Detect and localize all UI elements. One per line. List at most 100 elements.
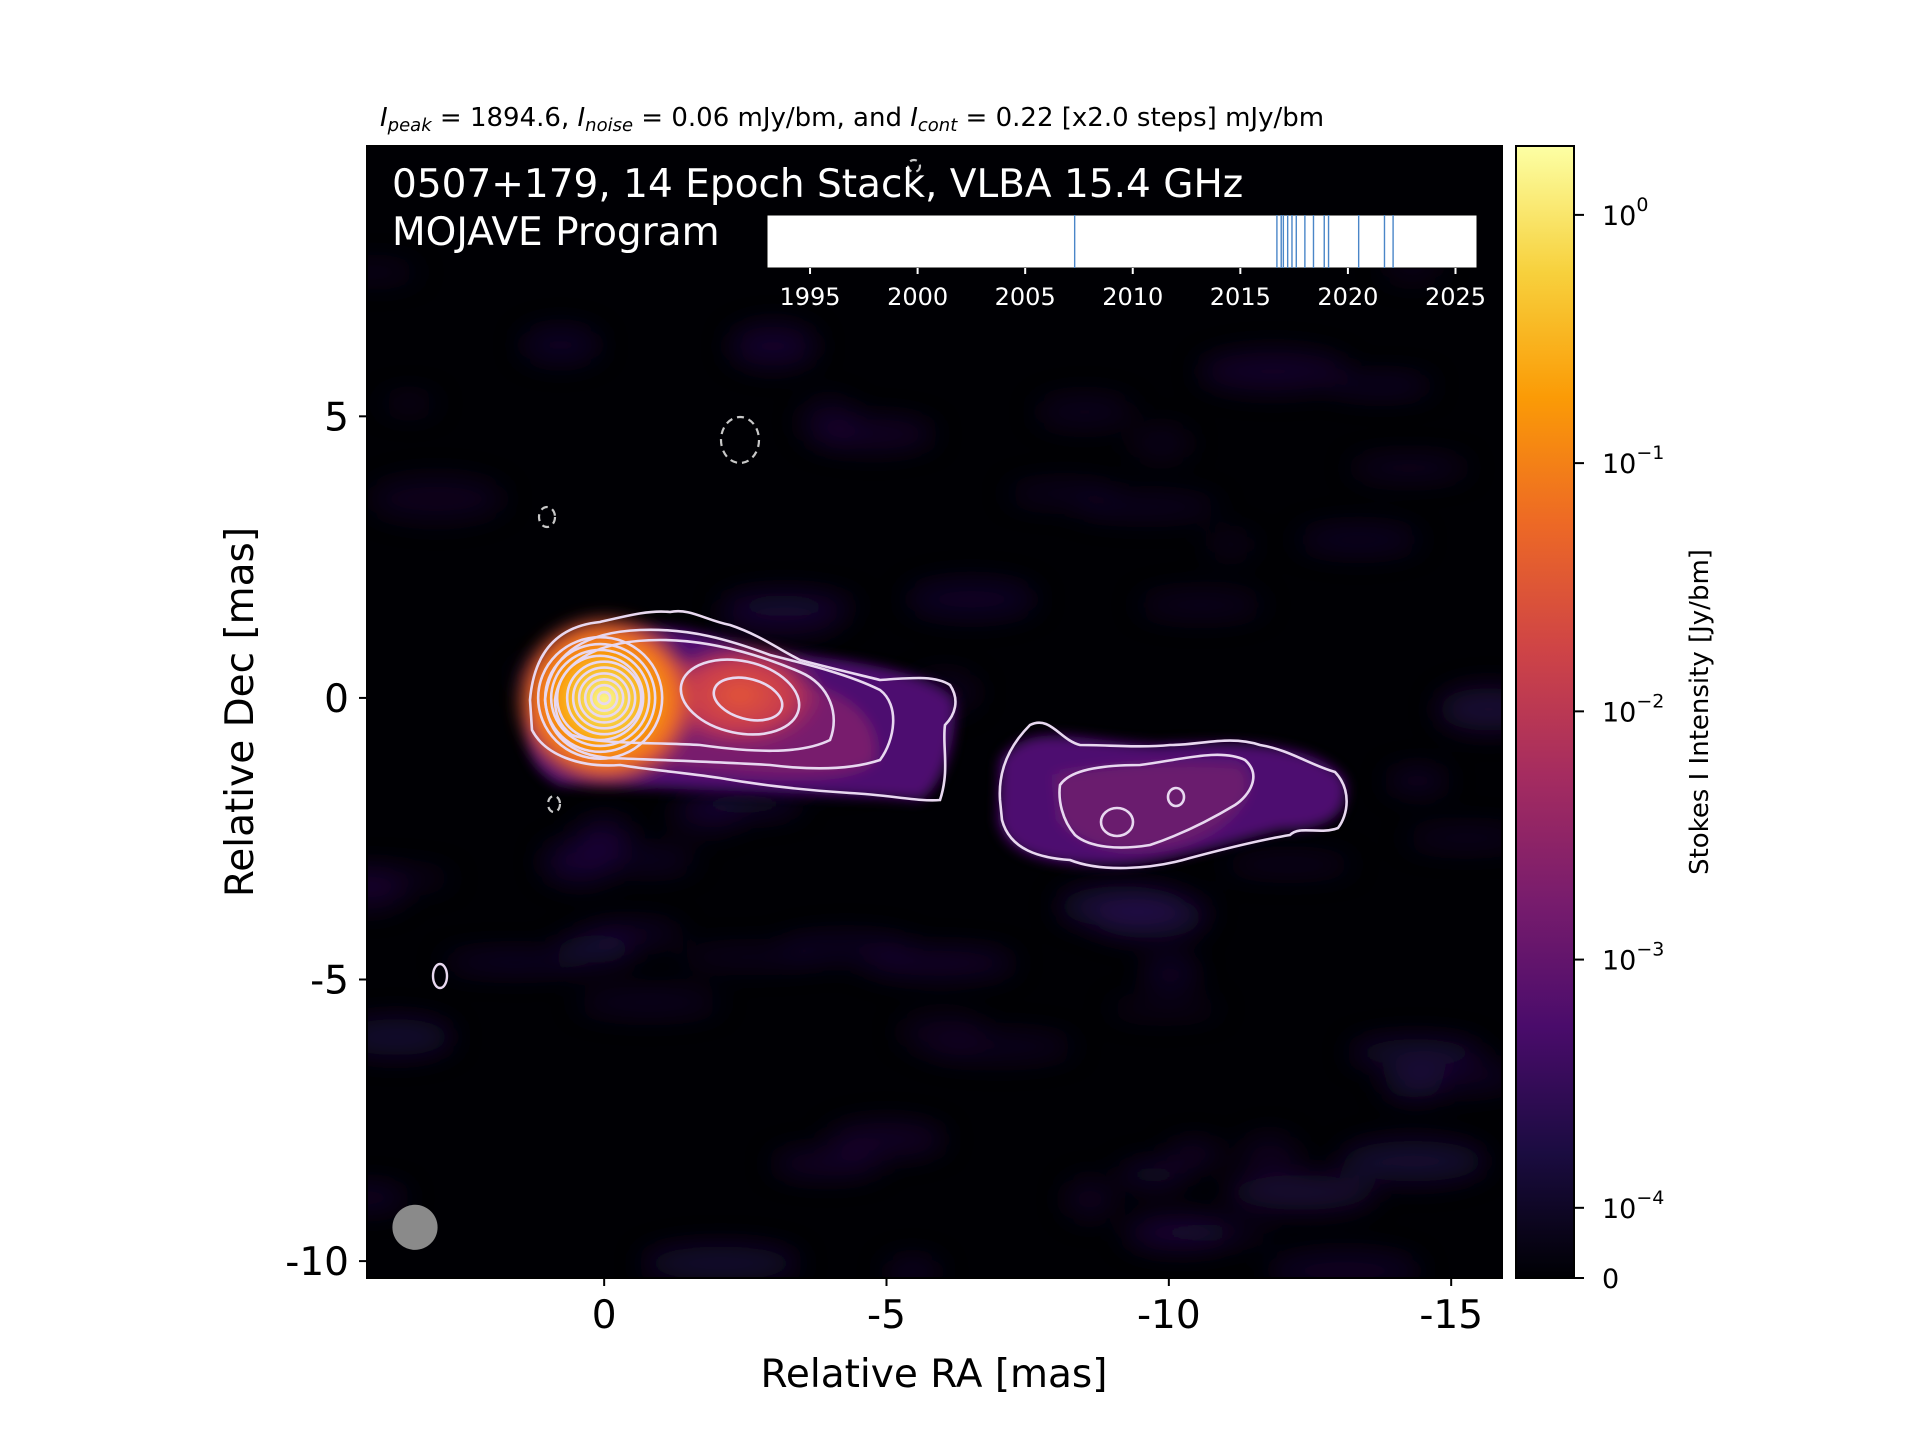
noise-blob xyxy=(905,580,1038,618)
positive-noise-contour xyxy=(431,962,449,990)
noise-blob xyxy=(367,262,420,282)
negative-contour xyxy=(906,158,922,174)
noise-blob xyxy=(1118,1163,1188,1186)
colorbar-tick-label: 100 xyxy=(1602,194,1648,232)
contour-line xyxy=(712,676,784,722)
noise-blob xyxy=(1063,1178,1117,1220)
noise-blob xyxy=(367,1186,408,1209)
noise-blob xyxy=(1205,533,1257,557)
contour-line xyxy=(583,678,625,718)
noise-blob xyxy=(729,325,817,367)
noise-blob xyxy=(520,327,601,363)
noise-blob xyxy=(1267,1251,1423,1278)
contour-line xyxy=(555,654,645,742)
noise-blob xyxy=(863,949,1017,977)
epoch-timeline: 1995 2000 2005 2010 2015 2020 2025 xyxy=(766,214,1486,311)
x-tick-label: -5 xyxy=(867,1293,906,1338)
noise-blob xyxy=(367,477,506,521)
map-ticks: 0 -5 -10 -15 5 0 -5 -10 xyxy=(285,395,1483,1338)
overlay-title-line1: 0507+179, 14 Epoch Stack, VLBA 15.4 GHz xyxy=(392,162,1243,207)
noise-blob xyxy=(1397,1060,1502,1093)
negative-contours xyxy=(537,158,922,814)
noise-blob xyxy=(1295,525,1422,554)
map-emission xyxy=(367,158,1502,1278)
contour-line xyxy=(571,666,637,730)
header-text: Ipeak = 1894.6, Inoise = 0.06 mJy/bm, an… xyxy=(380,103,1324,136)
contour-line xyxy=(577,672,631,724)
noise-blob xyxy=(812,418,936,450)
noise-blob xyxy=(1073,495,1221,519)
colorbar-tick-label: 10−2 xyxy=(1602,690,1664,728)
colorbar-tick-label: 10−1 xyxy=(1602,442,1664,480)
cont-steps: [x2.0 steps] xyxy=(1062,103,1217,133)
contour-line xyxy=(528,609,957,802)
negative-contour xyxy=(719,415,761,465)
contour-line xyxy=(998,721,1348,870)
timeline-tick-label: 1995 xyxy=(779,283,840,311)
contour-line xyxy=(1058,753,1255,849)
timeline-tick-label: 2005 xyxy=(995,283,1056,311)
noise-blob xyxy=(1436,687,1502,731)
contour-line xyxy=(536,635,664,760)
contour-line xyxy=(1099,806,1135,838)
noise-blob xyxy=(1330,377,1434,394)
colorbar-ticks: 0 10−4 10−3 10−2 10−1 100 xyxy=(1574,194,1664,1295)
x-tick-label: -10 xyxy=(1137,1293,1201,1338)
noise-blob xyxy=(1136,591,1266,619)
noise-blob xyxy=(826,1122,947,1157)
noise-blob xyxy=(883,1257,942,1278)
noise-blob xyxy=(1166,1142,1223,1167)
y-axis-label: Relative Dec [mas] xyxy=(218,527,263,897)
noise-blob xyxy=(720,593,844,636)
colorbar-fill xyxy=(1515,145,1575,1279)
colorbar-tick-label: 10−3 xyxy=(1602,939,1664,977)
colorbar-label: Stokes I Intensity [Jy/bm] xyxy=(1685,549,1715,875)
noise-blob xyxy=(1129,426,1193,461)
x-axis-label: Relative RA [mas] xyxy=(761,1352,1108,1397)
cont-value: 0.22 xyxy=(996,103,1054,133)
noise-blob xyxy=(897,1013,988,1051)
noise-blob xyxy=(1197,352,1349,391)
noise-blob xyxy=(1404,826,1502,850)
noise-blob xyxy=(1348,458,1470,478)
noise-blob xyxy=(1237,1134,1301,1174)
beam-ellipse xyxy=(392,1204,438,1250)
noise-value: 0.06 xyxy=(671,103,729,133)
noise-blob xyxy=(441,953,590,971)
timeline-tick-label: 2000 xyxy=(887,283,948,311)
noise-blob xyxy=(1225,1174,1377,1210)
overlay-title-line2: MOJAVE Program xyxy=(392,210,720,255)
and-word: and xyxy=(853,103,902,133)
y-tick-label: -10 xyxy=(285,1240,349,1285)
noise-blob xyxy=(558,934,635,964)
noise-blob xyxy=(1106,999,1223,1018)
timeline-tick-label: 2010 xyxy=(1102,283,1163,311)
x-tick-label: 0 xyxy=(592,1293,617,1338)
colorbar-tick-label: 10−4 xyxy=(1602,1187,1664,1225)
noise-blob xyxy=(641,1246,801,1278)
contour-line xyxy=(565,660,643,736)
colorbar-tick-label: 0 xyxy=(1602,1264,1619,1295)
noise-blob xyxy=(770,1150,883,1177)
knot-emission xyxy=(655,640,825,750)
contour-line xyxy=(543,628,895,770)
noise-blob xyxy=(1348,1038,1483,1067)
contour-line xyxy=(1166,786,1186,808)
noise-blob xyxy=(1385,769,1450,792)
noise-blob xyxy=(607,847,697,873)
y-tick-label: 0 xyxy=(324,677,349,722)
noise-blob xyxy=(575,988,723,1016)
noise-blob xyxy=(1034,395,1135,429)
timeline-tick-label: 2025 xyxy=(1425,283,1486,311)
timeline-ticks: 1995 2000 2005 2010 2015 2020 2025 xyxy=(779,268,1486,311)
noise-blob xyxy=(367,1018,454,1056)
colorbar: 0 10−4 10−3 10−2 10−1 100 Stokes I Intensity … xyxy=(1515,145,1715,1295)
noise-blob xyxy=(379,394,439,414)
noise-blob xyxy=(1142,954,1199,990)
contour-line xyxy=(679,658,801,736)
timeline-tick-label: 2015 xyxy=(1210,283,1271,311)
contour-line xyxy=(549,648,651,748)
negative-contour xyxy=(537,505,557,529)
peak-value: 1894.6 xyxy=(470,103,561,133)
noise-blob xyxy=(670,796,743,833)
